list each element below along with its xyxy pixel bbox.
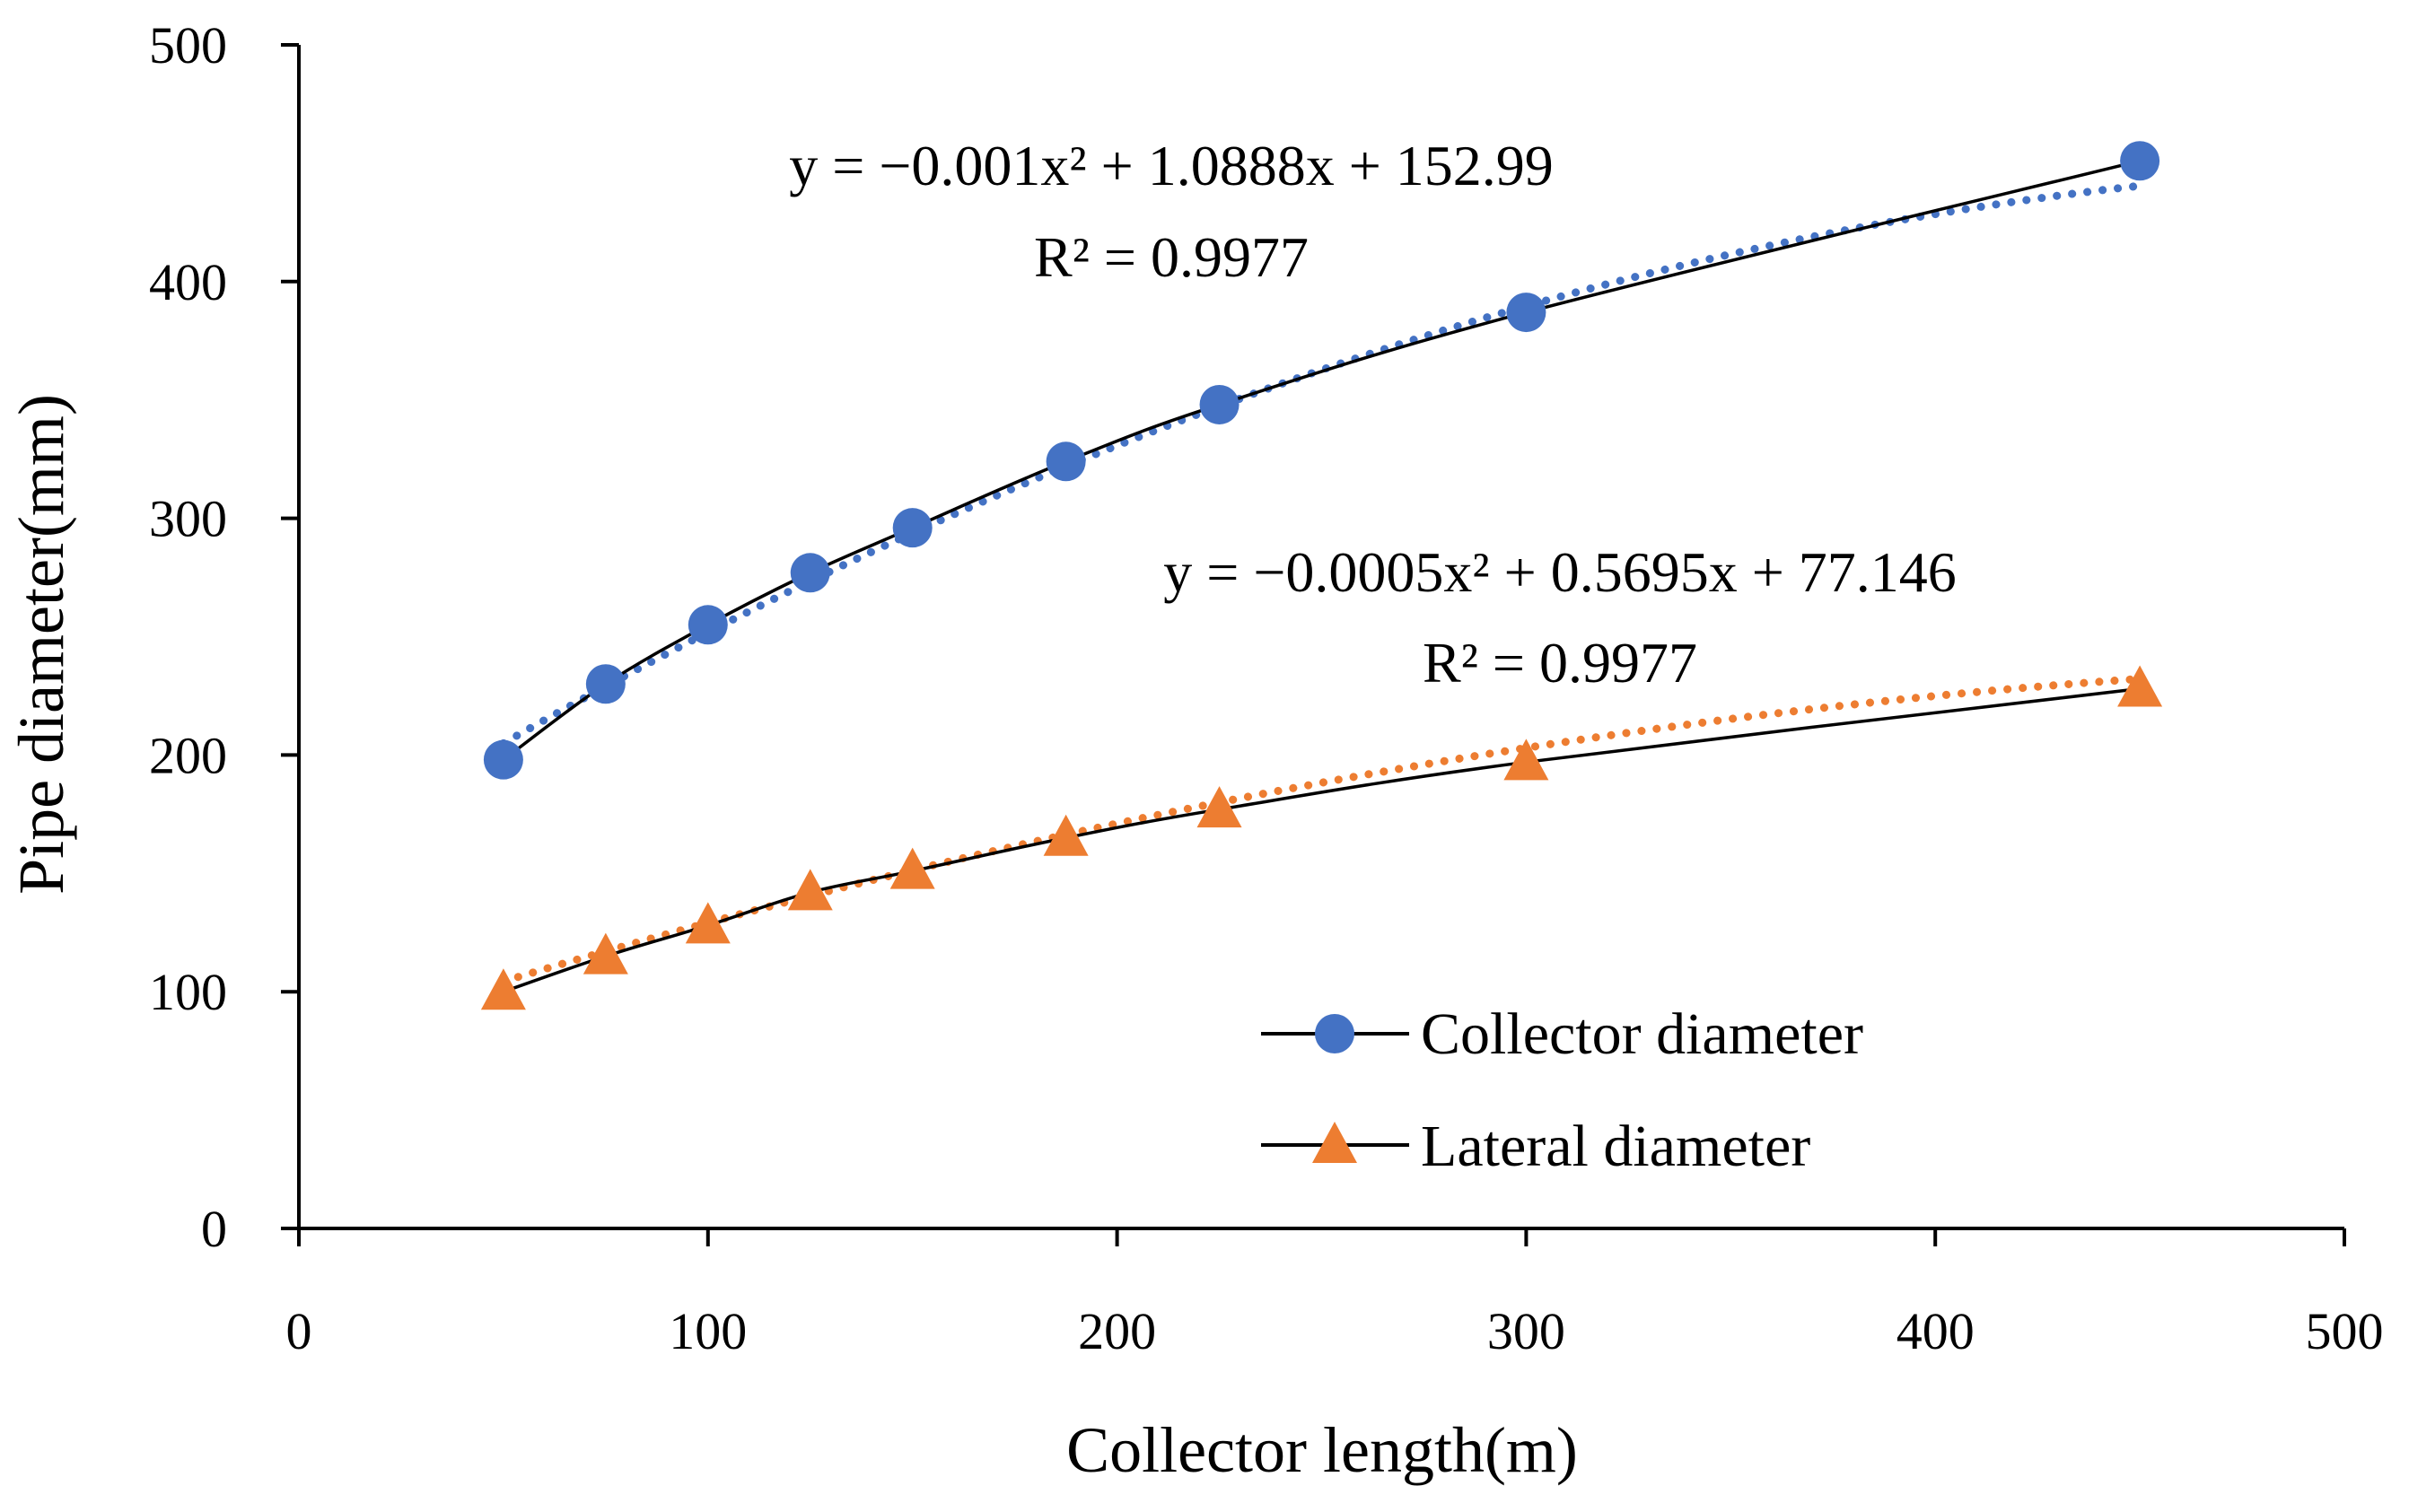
x-tick-label: 300 (1487, 1302, 1565, 1360)
axes: 0 100 200 300 400 500 0 100 200 300 400 500 (149, 16, 2384, 1360)
x-tick-label: 400 (1897, 1302, 1975, 1360)
legend-collector-label: Collector diameter (1421, 1001, 1863, 1067)
lateral-trendline (499, 675, 2144, 986)
collector-point (483, 739, 523, 780)
legend-lateral-marker (1312, 1122, 1357, 1163)
lateral-trend-equation: y = −0.0005x² + 0.5695x + 77.146 (1163, 540, 1957, 604)
x-tick-label: 0 (286, 1302, 312, 1360)
lateral-point (1196, 786, 1242, 828)
lateral-series-line (503, 686, 2141, 993)
legend: Collector diameter Lateral diameter (1261, 1001, 1863, 1179)
trendlines (499, 181, 2144, 986)
collector-point (1506, 293, 1546, 333)
legend-collector-marker (1315, 1014, 1354, 1053)
x-tick-label: 200 (1078, 1302, 1156, 1360)
y-tick-label: 300 (149, 490, 227, 548)
lateral-point (2117, 665, 2163, 707)
collector-point (688, 605, 728, 645)
lateral-point (685, 902, 731, 944)
collector-trendline (499, 181, 2144, 747)
lateral-trend-r-squared: R² = 0.9977 (1423, 631, 1697, 695)
lateral-point (787, 869, 833, 911)
lateral-point (1503, 739, 1549, 781)
x-axis-title: Collector length(m) (1066, 1414, 1578, 1486)
y-tick-label: 200 (149, 726, 227, 784)
x-tick-label: 100 (669, 1302, 747, 1360)
collector-point (585, 664, 626, 704)
lateral-point (583, 932, 628, 974)
y-tick-label: 100 (149, 963, 227, 1021)
lateral-point (1043, 814, 1089, 856)
collector-point (1046, 441, 1086, 482)
collector-point (790, 553, 830, 593)
markers (480, 141, 2163, 1010)
x-tick-label: 500 (2306, 1302, 2384, 1360)
collector-trend-r-squared: R² = 0.9977 (1034, 225, 1309, 289)
collector-point (892, 508, 933, 548)
collector-point (1199, 384, 1240, 424)
collector-series-line (502, 159, 2141, 762)
lateral-point (480, 968, 526, 1010)
collector-point (2120, 141, 2160, 181)
lateral-point (889, 847, 935, 889)
y-tick-label: 0 (201, 1200, 227, 1258)
y-tick-label: 500 (149, 16, 227, 74)
collector-trend-equation: y = −0.001x² + 1.0888x + 152.99 (789, 134, 1554, 197)
y-axis-title: Pipe diameter(mm) (5, 394, 77, 895)
legend-lateral-label: Lateral diameter (1421, 1114, 1810, 1179)
y-tick-label: 400 (149, 253, 227, 311)
